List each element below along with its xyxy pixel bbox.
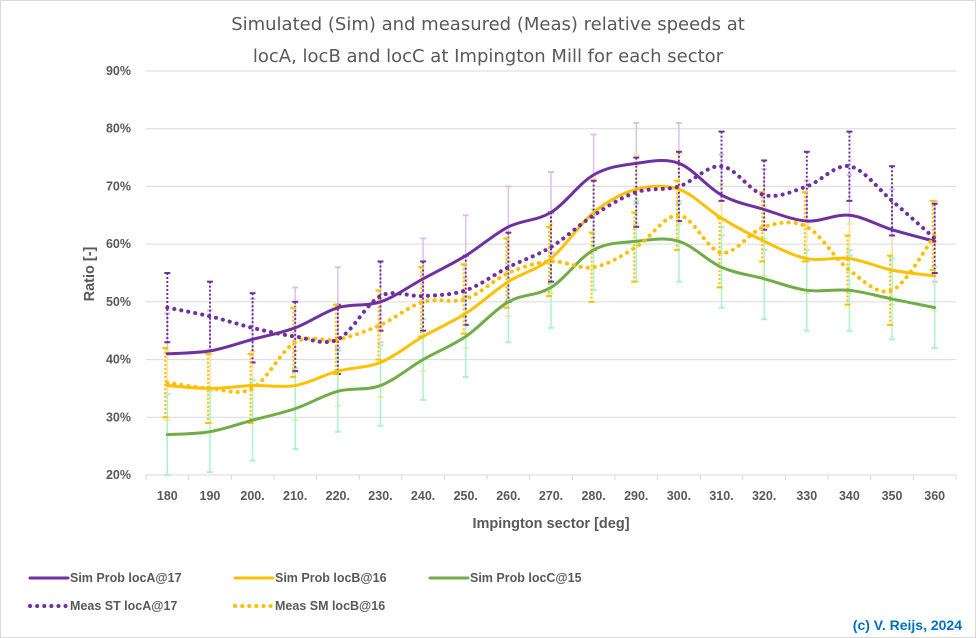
error-bar bbox=[718, 130, 725, 202]
error-bar bbox=[889, 165, 896, 237]
legend-item: Sim Prob locC@15 bbox=[428, 571, 582, 585]
y-tick-label: 50% bbox=[106, 295, 131, 309]
error-bar bbox=[588, 231, 595, 303]
error-bar bbox=[846, 130, 853, 202]
y-tick-label: 40% bbox=[106, 353, 131, 367]
error-bar bbox=[162, 347, 169, 419]
error-bar bbox=[844, 234, 851, 306]
error-bar bbox=[292, 300, 299, 373]
chart-title-line-1: Simulated (Sim) and measured (Meas) rela… bbox=[231, 14, 745, 35]
legend-label: Sim Prob locA@17 bbox=[70, 571, 182, 585]
legend-label: Meas SM locB@16 bbox=[275, 599, 385, 613]
legend: Sim Prob locA@17 Sim Prob locB@16 Sim Prob… bbox=[28, 571, 582, 613]
error-bar bbox=[931, 202, 938, 274]
x-tick-label: 220. bbox=[326, 489, 350, 503]
series-line-sim-prob-loca-17 bbox=[165, 159, 937, 356]
series-line-meas-st-loca-17 bbox=[165, 164, 937, 345]
x-tick-label: 320. bbox=[752, 489, 776, 503]
error-bar bbox=[673, 179, 680, 251]
legend-item: Meas ST locA@17 bbox=[28, 599, 177, 613]
error-bar bbox=[204, 352, 211, 425]
x-tick-label: 280. bbox=[581, 489, 605, 503]
y-tick-label: 70% bbox=[106, 179, 131, 193]
x-tick-label: 250. bbox=[454, 489, 478, 503]
x-tick-label: 230. bbox=[368, 489, 392, 503]
x-tick-label: 310. bbox=[709, 489, 733, 503]
error-bar bbox=[503, 237, 510, 309]
legend-item: Meas SM locB@16 bbox=[233, 599, 385, 613]
y-axis-label: Ratio [-] bbox=[82, 246, 98, 301]
y-tick-label: 20% bbox=[106, 468, 131, 482]
legend-item: Sim Prob locB@16 bbox=[233, 571, 387, 585]
error-bar bbox=[332, 303, 339, 375]
y-tick-label: 30% bbox=[106, 410, 131, 424]
error-bar bbox=[247, 352, 254, 425]
x-tick-label: 360 bbox=[924, 489, 945, 503]
series-line-meas-sm-locb-16 bbox=[165, 213, 937, 395]
legend-label: Meas ST locA@17 bbox=[70, 599, 177, 613]
y-tick-label: 80% bbox=[106, 122, 131, 136]
legend-label: Sim Prob locB@16 bbox=[275, 571, 387, 585]
error-bar bbox=[546, 225, 552, 298]
error-bar bbox=[290, 306, 297, 378]
error-bar bbox=[375, 289, 382, 361]
error-bar bbox=[759, 191, 766, 263]
legend-label: Sim Prob locC@15 bbox=[470, 571, 582, 585]
series-line-sim-prob-locc-15 bbox=[165, 237, 937, 437]
x-tick-label: 260. bbox=[496, 489, 520, 503]
copyright-text: (c) V. Reijs, 2024 bbox=[853, 617, 962, 633]
error-bar bbox=[164, 272, 171, 344]
x-tick-label: 350 bbox=[882, 489, 903, 503]
x-tick-label: 210. bbox=[283, 489, 307, 503]
error-bar bbox=[631, 211, 638, 283]
y-tick-label: 60% bbox=[106, 237, 131, 251]
x-tick-label: 330 bbox=[796, 489, 817, 503]
legend-item: Sim Prob locA@17 bbox=[28, 571, 182, 585]
error-bar bbox=[929, 199, 936, 272]
x-tick-label: 180 bbox=[157, 489, 178, 503]
error-bar bbox=[633, 156, 640, 228]
x-tick-label: 300. bbox=[667, 489, 691, 503]
error-bar bbox=[420, 260, 427, 332]
x-tick-label: 270. bbox=[539, 489, 563, 503]
x-tick-label: 290. bbox=[624, 489, 648, 503]
series-line-sim-prob-locb-16 bbox=[165, 184, 937, 390]
error-bar bbox=[801, 191, 808, 263]
x-tick-label: 200. bbox=[240, 489, 264, 503]
chart-title-line-2: locA, locB and locC at Impington Mill fo… bbox=[253, 46, 724, 67]
x-tick-label: 240. bbox=[411, 489, 435, 503]
x-tick-label: 190 bbox=[200, 489, 221, 503]
error-bar bbox=[460, 263, 467, 335]
x-tick-label: 340 bbox=[839, 489, 860, 503]
x-axis-label: Impington sector [deg] bbox=[472, 516, 629, 532]
y-tick-label: 90% bbox=[106, 64, 131, 78]
error-bar bbox=[887, 254, 894, 326]
